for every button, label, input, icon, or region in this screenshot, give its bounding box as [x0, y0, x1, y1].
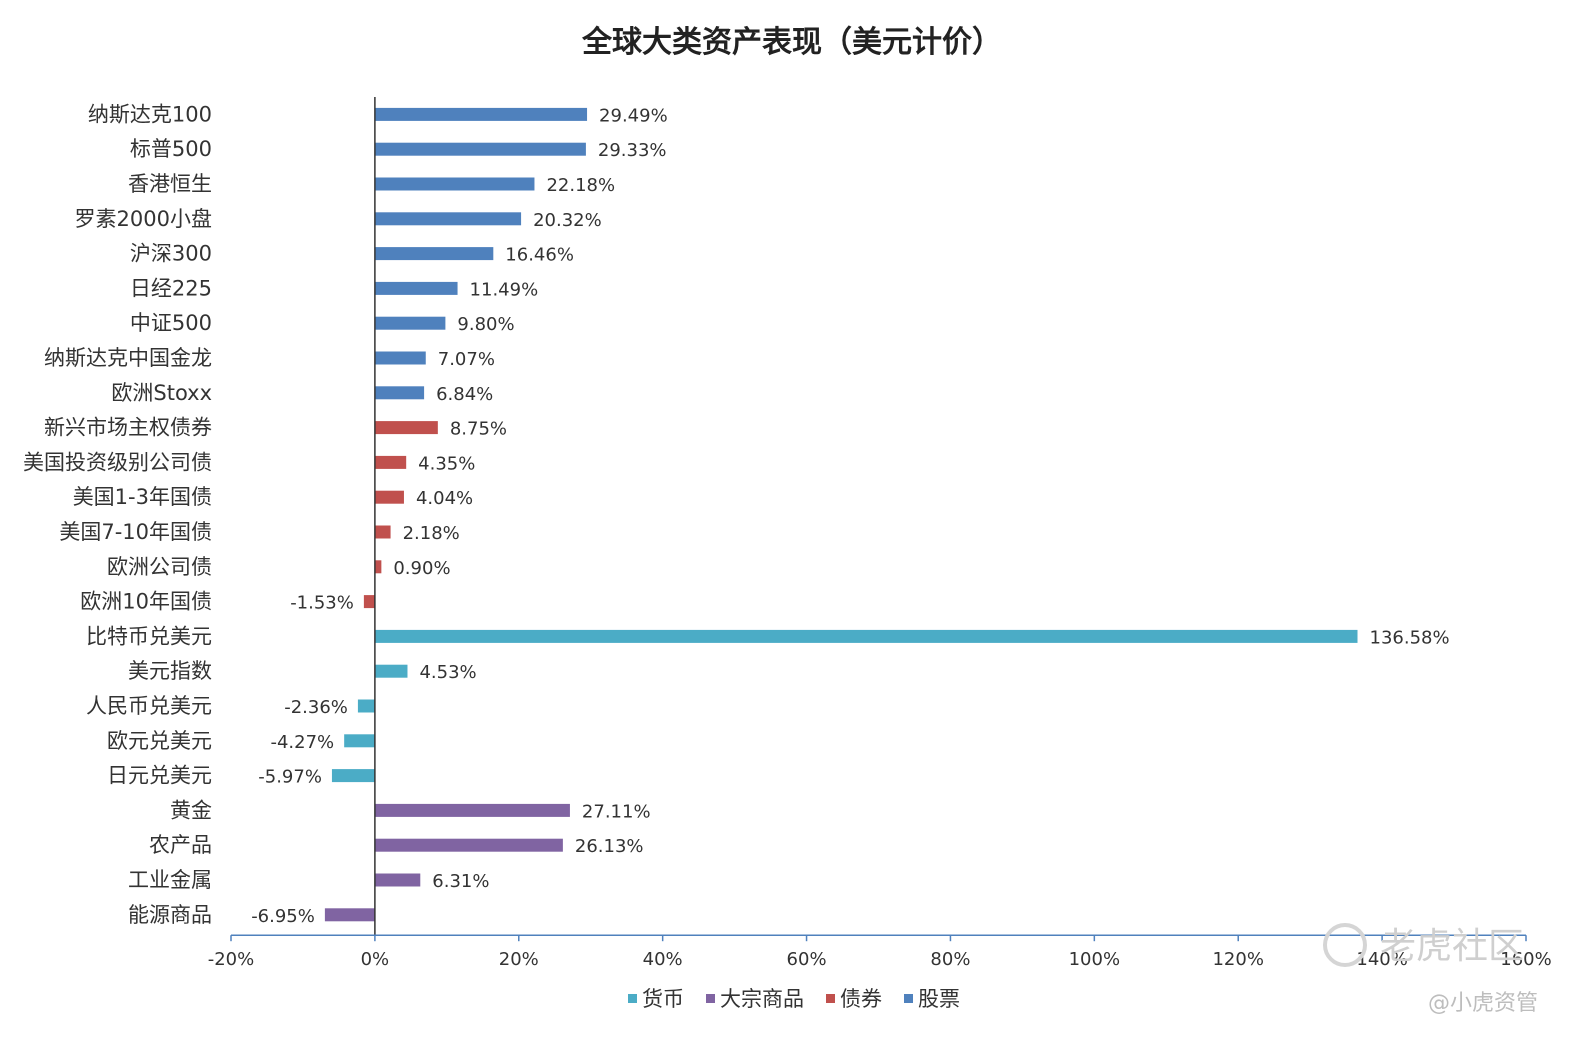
- data-label: 11.49%: [470, 279, 539, 300]
- category-label: 欧洲公司债: [107, 555, 212, 579]
- bar: [374, 803, 570, 817]
- category-label: 日经225: [130, 276, 212, 300]
- bar: [374, 629, 1358, 643]
- x-tick-label: 100%: [1069, 949, 1120, 970]
- watermark: 老虎社区 @小虎资管: [1323, 923, 1538, 1016]
- data-label: 22.18%: [546, 175, 615, 196]
- bar: [374, 212, 522, 226]
- bar: [374, 386, 425, 400]
- x-tick-label: 40%: [643, 949, 683, 970]
- data-label: -4.27%: [270, 732, 334, 753]
- data-label: 136.58%: [1370, 627, 1450, 648]
- category-label: 美元指数: [128, 659, 212, 683]
- chart-title: 全球大类资产表现（美元计价）: [581, 25, 1002, 60]
- data-label: 26.13%: [575, 836, 644, 857]
- category-label: 美国7-10年国债: [59, 520, 212, 544]
- bar: [363, 595, 375, 609]
- category-label: 欧洲Stoxx: [111, 381, 212, 405]
- data-label: -6.95%: [251, 906, 315, 927]
- x-tick-label: 20%: [499, 949, 539, 970]
- legend-label: 股票: [918, 987, 960, 1011]
- data-label: 7.07%: [438, 349, 495, 370]
- data-label: 4.04%: [416, 488, 473, 509]
- bar: [324, 908, 375, 922]
- legend-swatch: [706, 994, 715, 1003]
- legend: 货币 大宗商品 债券 股票: [628, 987, 960, 1011]
- x-tick-label: 140%: [1356, 949, 1407, 970]
- x-tick-label: 160%: [1500, 949, 1551, 970]
- bar: [331, 769, 375, 783]
- category-label: 沪深300: [130, 242, 212, 266]
- category-label: 中证500: [130, 311, 212, 335]
- watermark-author: @小虎资管: [1428, 991, 1538, 1016]
- data-label: 6.31%: [432, 871, 489, 892]
- legend-swatch: [904, 994, 913, 1003]
- data-label: 4.35%: [418, 453, 475, 474]
- data-label: 2.18%: [403, 523, 460, 544]
- bar: [374, 177, 535, 191]
- legend-label: 债券: [840, 987, 882, 1011]
- data-label: 16.46%: [505, 245, 574, 266]
- category-label: 人民币兑美元: [86, 694, 212, 718]
- legend-label: 大宗商品: [720, 987, 804, 1011]
- data-label: -5.97%: [258, 767, 322, 788]
- bars-layer: 纳斯达克100 29.49% 标普500 29.33% 香港恒生 22.18% 罗素2000…: [23, 102, 1450, 926]
- bar: [344, 734, 375, 748]
- data-label: -1.53%: [290, 593, 354, 614]
- bar: [374, 142, 586, 156]
- category-label: 欧洲10年国债: [80, 590, 212, 614]
- bar: [374, 525, 391, 539]
- data-label: 6.84%: [436, 384, 493, 405]
- bar: [374, 560, 382, 574]
- category-label: 农产品: [149, 833, 212, 857]
- category-label: 纳斯达克100: [88, 102, 212, 126]
- x-tick-label: 0%: [361, 949, 390, 970]
- bar: [374, 316, 446, 330]
- category-label: 工业金属: [128, 868, 212, 892]
- legend-swatch: [628, 994, 637, 1003]
- bar: [357, 699, 375, 713]
- data-label: 8.75%: [450, 419, 507, 440]
- bar: [374, 421, 438, 435]
- watermark-logo-icon: [1323, 923, 1367, 967]
- x-tick-label: -20%: [208, 949, 255, 970]
- bar: [374, 281, 458, 295]
- bar: [374, 873, 421, 887]
- category-label: 纳斯达克中国金龙: [44, 346, 212, 370]
- axis-layer: -20% 0% 20% 40% 60% 80% 100% 120% 140% 160%: [208, 97, 1552, 970]
- bar: [374, 107, 588, 121]
- legend-label: 货币: [642, 987, 684, 1011]
- data-label: 29.33%: [598, 140, 667, 161]
- data-label: 27.11%: [582, 801, 651, 822]
- x-tick-label: 60%: [787, 949, 827, 970]
- bar: [374, 838, 563, 852]
- category-label: 美国1-3年国债: [73, 485, 212, 509]
- data-label: 20.32%: [533, 210, 602, 231]
- category-label: 新兴市场主权债券: [44, 416, 212, 440]
- legend-swatch: [826, 994, 835, 1003]
- x-tick-label: 80%: [930, 949, 970, 970]
- bar: [374, 664, 408, 678]
- category-label: 黄金: [170, 798, 212, 822]
- category-label: 美国投资级别公司债: [23, 450, 212, 474]
- bar: [374, 490, 404, 504]
- bar: [374, 247, 494, 261]
- category-label: 欧元兑美元: [107, 729, 212, 753]
- data-label: 4.53%: [419, 662, 476, 683]
- x-tick-label: 120%: [1212, 949, 1263, 970]
- category-label: 香港恒生: [128, 172, 212, 196]
- data-label: 9.80%: [457, 314, 514, 335]
- category-label: 能源商品: [128, 903, 212, 927]
- category-label: 罗素2000小盘: [75, 207, 212, 231]
- category-label: 比特币兑美元: [86, 624, 212, 648]
- bar: [374, 455, 407, 469]
- bar: [374, 351, 426, 365]
- data-label: 0.90%: [393, 558, 450, 579]
- data-label: 29.49%: [599, 105, 668, 126]
- category-label: 标普500: [130, 137, 212, 161]
- watermark-brand: 老虎社区: [1380, 926, 1524, 967]
- category-label: 日元兑美元: [107, 764, 212, 788]
- data-label: -2.36%: [284, 697, 348, 718]
